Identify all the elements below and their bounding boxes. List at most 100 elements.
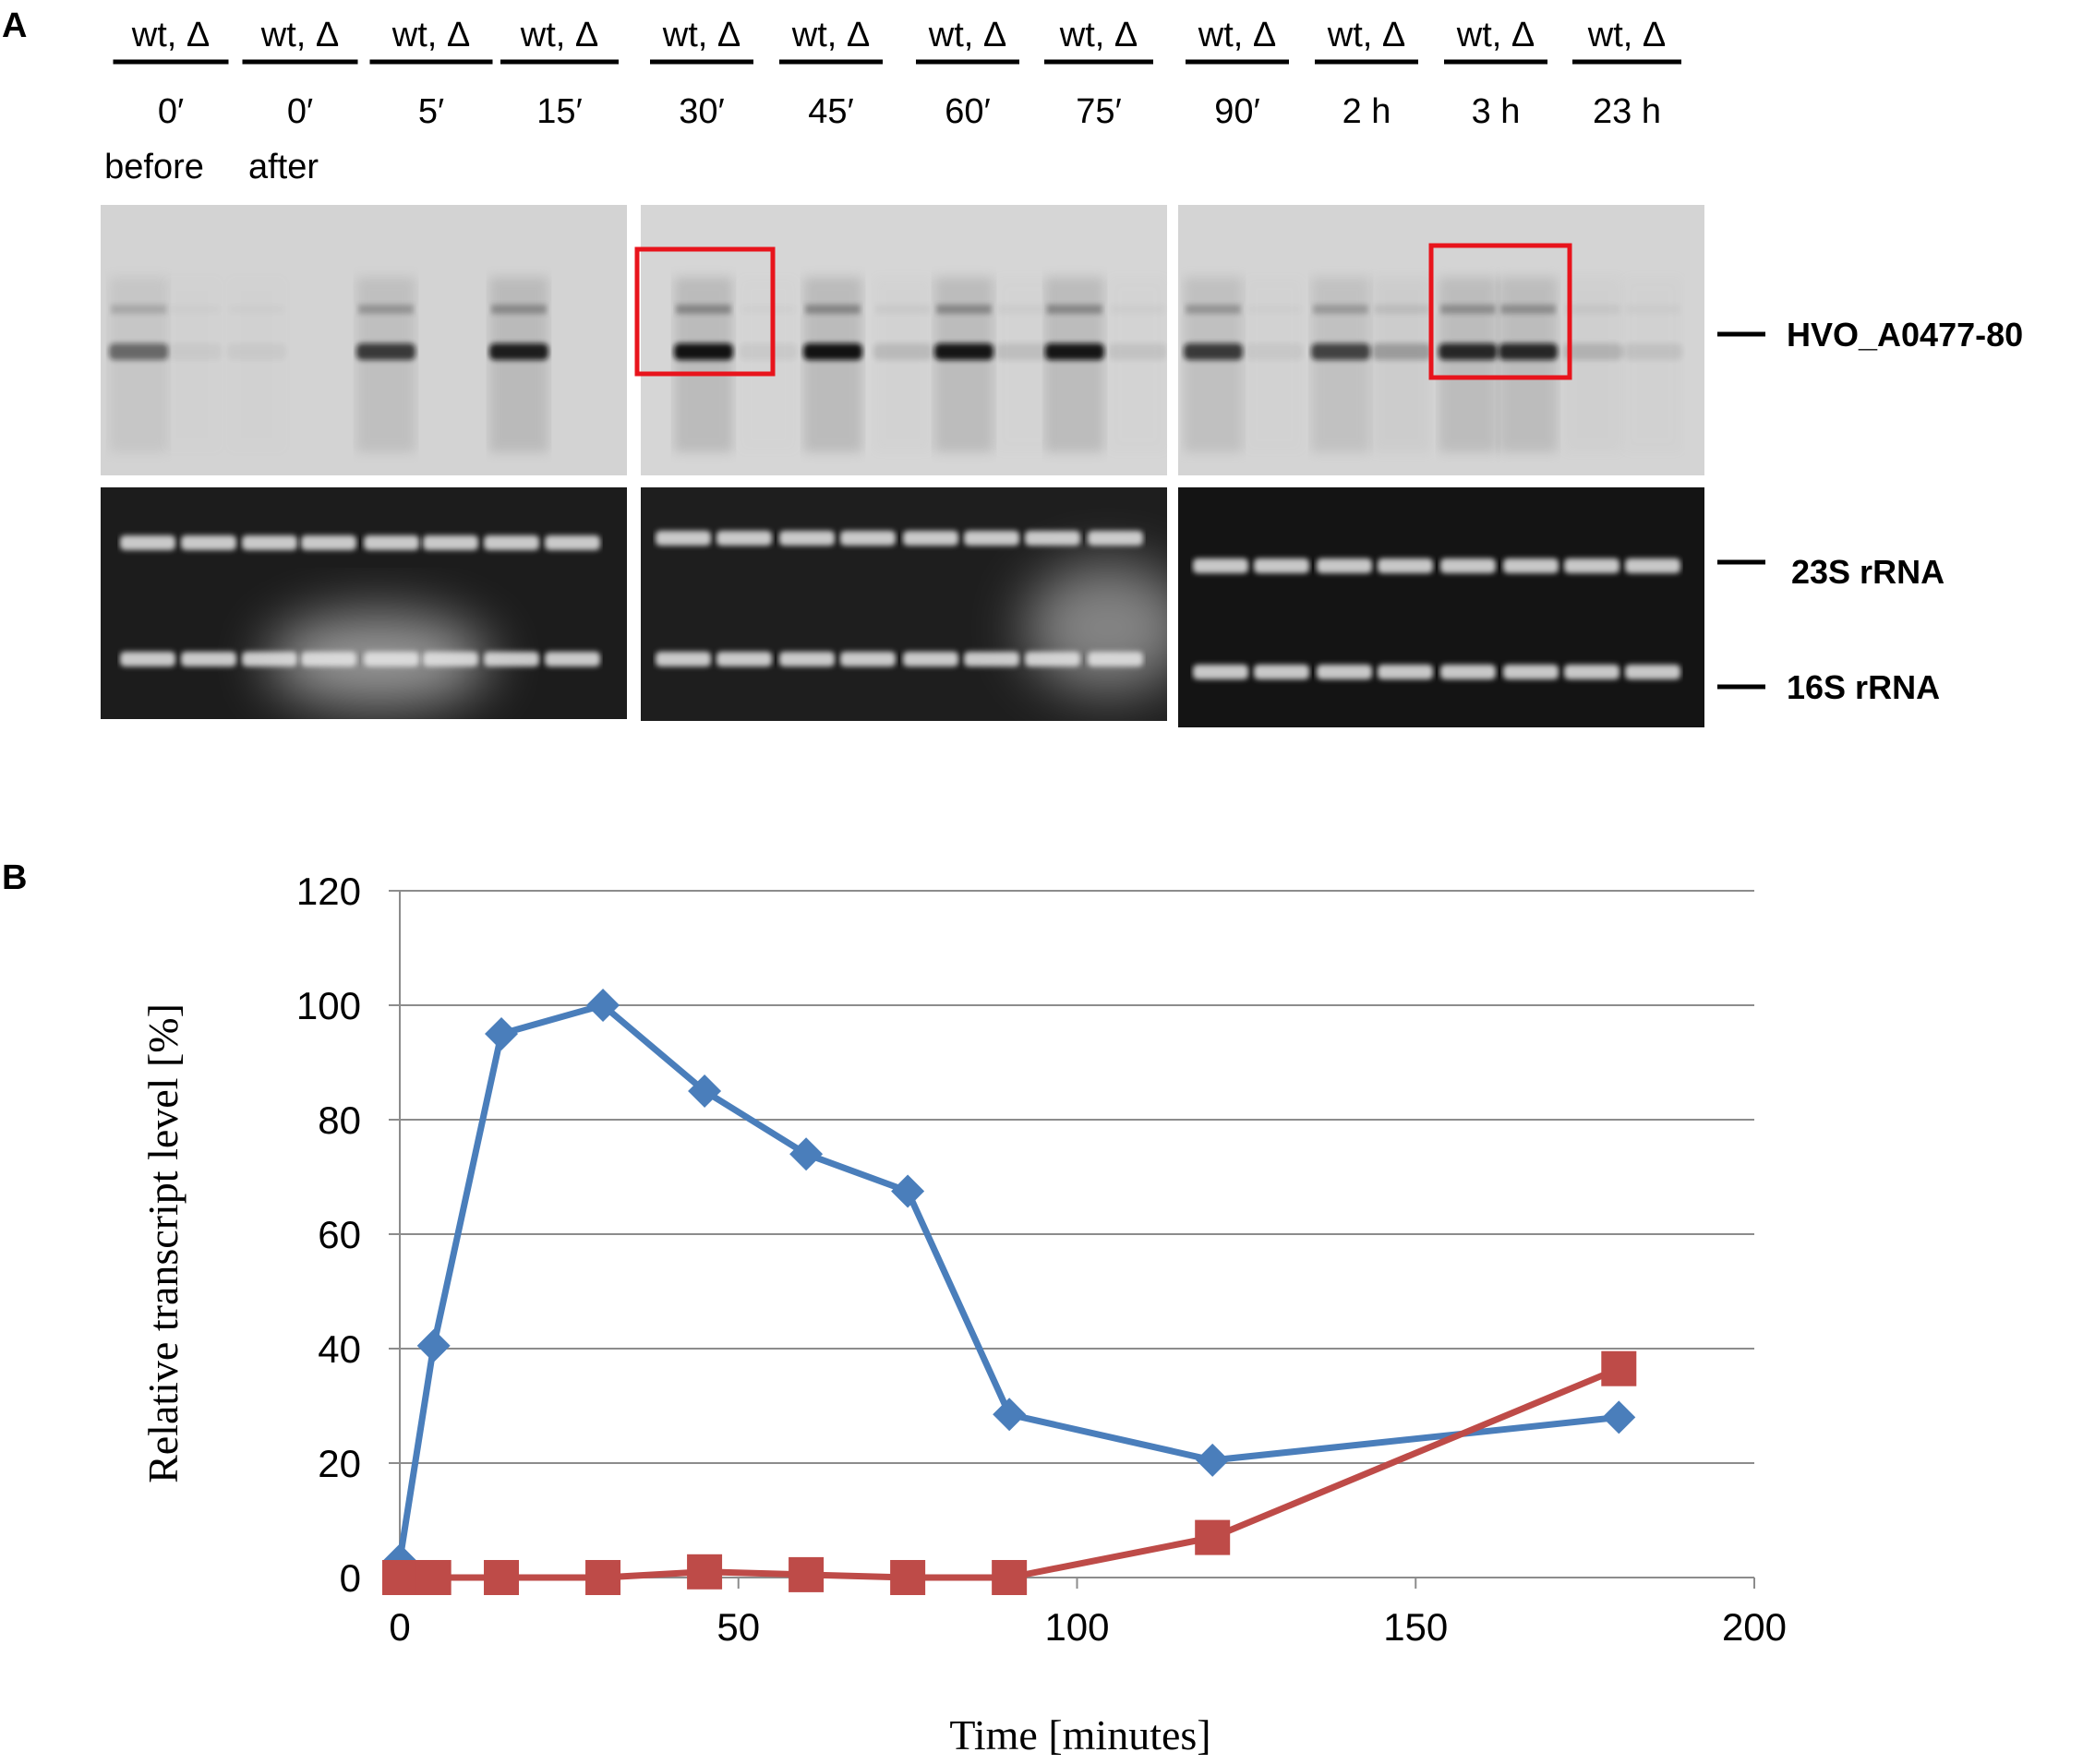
y-tick-labels: 0 20 40 60 80 100 120: [296, 870, 361, 1600]
northern-band-upper: [997, 305, 1053, 314]
northern-band: [1311, 343, 1370, 360]
axes: [389, 890, 1755, 1589]
northern-band: [934, 343, 993, 360]
rrna-16s-band: [1625, 665, 1680, 679]
northern-smear: [1439, 277, 1498, 452]
rrna-23s-band: [484, 535, 539, 550]
rrna-23s-band: [1025, 531, 1080, 546]
northern-band: [1563, 343, 1622, 360]
northern-band: [356, 343, 415, 360]
northern-smear: [1563, 277, 1622, 452]
lane-genotype-label: wt, Δ: [1587, 16, 1667, 54]
rrna-16s-band: [1564, 665, 1619, 679]
line-chart: 0 20 40 60 80 100 120 0 50 100 150 200 Time [minut…: [139, 870, 1787, 1758]
lane-genotype-label: wt, Δ: [1327, 16, 1406, 54]
rrna-23s-band: [964, 531, 1019, 546]
rrna-23s-band: [779, 531, 835, 546]
northern-smear: [1184, 277, 1243, 452]
northern-smear: [227, 277, 286, 452]
highlight-box-3h: [1428, 243, 1572, 380]
northern-smear: [1372, 277, 1431, 452]
northern-band-upper: [1374, 305, 1429, 314]
rrna-23s-band: [656, 531, 711, 546]
panel-b-label: B: [2, 858, 27, 897]
northern-smear: [163, 277, 222, 452]
rrna-23s-band: [120, 535, 175, 550]
northern-band: [1439, 343, 1498, 360]
northern-band-upper: [805, 305, 861, 314]
y-tick-label: 120: [296, 870, 361, 913]
lane-genotype-label: wt, Δ: [391, 16, 471, 54]
lane-genotype-label: wt, Δ: [928, 16, 1007, 54]
northern-band-upper: [164, 305, 220, 314]
rrna-23s-band: [1254, 558, 1309, 573]
northern-smear: [356, 277, 415, 452]
northern-smear: [739, 277, 798, 452]
northern-band-upper: [740, 305, 796, 314]
rrna-16s-band: [779, 652, 835, 666]
rrna-23s-band: [1503, 558, 1559, 573]
northern-band: [803, 343, 862, 360]
northern-band: [1045, 343, 1104, 360]
rrna-23s-band: [1440, 558, 1496, 573]
y-tick-label: 0: [340, 1556, 361, 1600]
northern-band-upper: [1313, 305, 1368, 314]
x-tick-label: 50: [716, 1605, 760, 1649]
series-1-point: [485, 1017, 519, 1050]
rrna-23s-band: [545, 535, 600, 550]
rrna-16s-band: [964, 652, 1019, 666]
rrna-16s-band: [181, 652, 236, 666]
northern-band: [1245, 343, 1304, 360]
northern-smear: [1245, 277, 1304, 452]
rrna-16s-band: [1317, 665, 1372, 679]
panel-a-label: A: [2, 6, 27, 45]
northern-band-upper: [875, 305, 931, 314]
rrna-16s-band: [656, 652, 711, 666]
rrna-gel: [101, 487, 1704, 727]
rrna-16s-band: [840, 652, 896, 666]
lane-time-label: 3 h: [1472, 92, 1521, 131]
northern-band: [1108, 343, 1167, 360]
northern-band-upper: [1565, 305, 1620, 314]
lane-time-label: 75′: [1076, 92, 1121, 131]
y-tick-label: 80: [318, 1098, 361, 1142]
x-tick-label: 150: [1383, 1605, 1448, 1649]
lane-genotype-label: wt, Δ: [1456, 16, 1535, 54]
rrna-23s-band: [903, 531, 958, 546]
series-2-point: [484, 1560, 520, 1595]
northern-smear: [1045, 277, 1104, 452]
rrna-16s-band: [242, 652, 297, 666]
lane-time-label: 5′: [418, 92, 444, 131]
y-axis-label: Relative transcript level [%]: [139, 1003, 187, 1483]
lane-genotype-label: wt, Δ: [791, 16, 871, 54]
northern-band: [995, 343, 1054, 360]
rrna-23s-band: [423, 535, 478, 550]
lane-time-label: 2 h: [1343, 92, 1391, 131]
series-1-point: [1196, 1443, 1230, 1477]
northern-smear: [674, 277, 733, 452]
northern-band-upper: [1110, 305, 1165, 314]
rrna-16s-band: [484, 652, 539, 666]
northern-smear: [109, 277, 168, 452]
series-1-point: [993, 1398, 1027, 1432]
northern-band-upper: [936, 305, 992, 314]
rrna-23s-band: [364, 535, 419, 550]
series-1-point: [416, 1328, 451, 1362]
northern-band: [227, 343, 286, 360]
northern-band: [1499, 343, 1558, 360]
rrna-23s-band: [181, 535, 236, 550]
gel-glow: [1025, 563, 1167, 692]
gridlines: [400, 890, 1754, 1464]
northern-band-upper: [1440, 305, 1496, 314]
series-1-point: [1602, 1400, 1636, 1434]
rrna-16s-band: [120, 652, 175, 666]
series-2-point: [992, 1560, 1028, 1595]
lane-condition-label: after: [248, 148, 319, 186]
northern-band-label: HVO_A0477-80: [1787, 316, 2023, 354]
northern-smear: [873, 277, 933, 452]
rrna-16s-band: [1193, 665, 1248, 679]
y-tick-label: 60: [318, 1213, 361, 1256]
northern-smear: [934, 277, 993, 452]
northern-band-upper: [111, 305, 166, 314]
rrna-23s-band: [716, 531, 772, 546]
